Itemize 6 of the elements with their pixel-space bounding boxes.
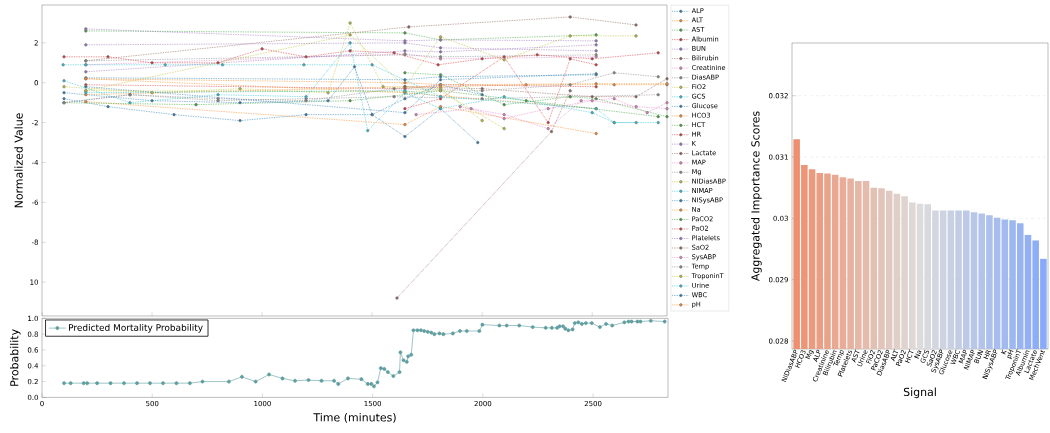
- x-axis-title: Signal: [903, 387, 936, 399]
- x-axis-title: Time (minutes): [313, 413, 396, 423]
- y-axis-title: Probability: [9, 329, 21, 386]
- legend-label: Predicted Mortality Probability: [69, 323, 203, 333]
- y-axis-title: Normalized Value: [14, 113, 23, 208]
- y-axis-title: Aggregated Importance Scores: [751, 111, 762, 282]
